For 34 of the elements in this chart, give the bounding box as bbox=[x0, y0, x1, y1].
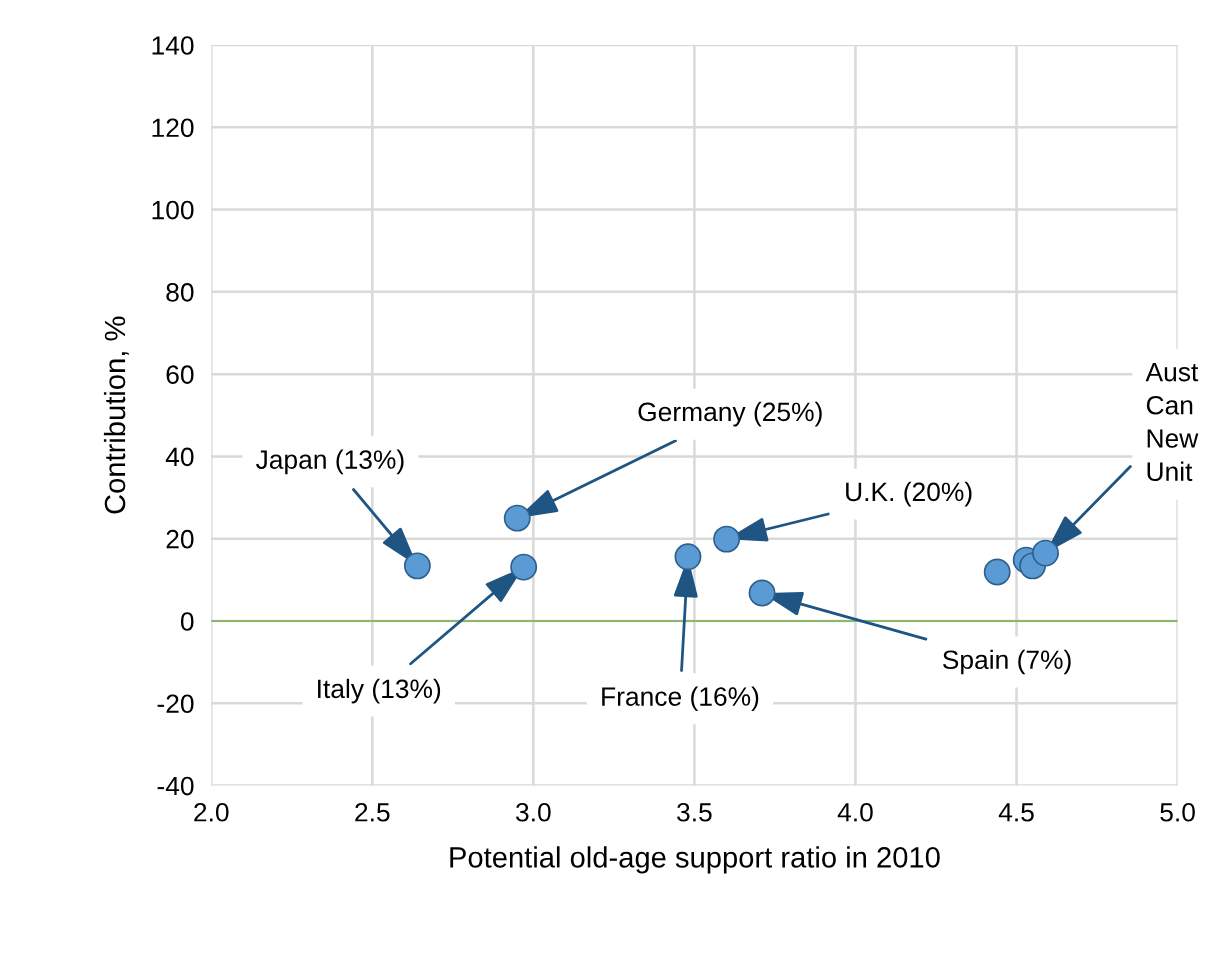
point bbox=[510, 553, 538, 581]
y-tick-label: 20 bbox=[166, 529, 194, 549]
y-tick-label: 80 bbox=[166, 283, 194, 302]
y-tick-label: 120 bbox=[152, 118, 194, 138]
x-tick-label: 2.5 bbox=[355, 802, 390, 822]
y-tick-label: 100 bbox=[152, 200, 194, 220]
x-axis-title: Potential old-age support ratio in 2010 bbox=[450, 846, 940, 874]
y-tick-label: -40 bbox=[157, 776, 194, 796]
x-tick-label: 2.0 bbox=[194, 802, 229, 822]
annotation: U.K. (20%) bbox=[846, 481, 972, 507]
x-tick-label: 5.0 bbox=[1160, 802, 1195, 822]
x-tick-label: 4.5 bbox=[998, 803, 1034, 822]
point bbox=[503, 504, 531, 532]
point bbox=[713, 525, 741, 553]
y-tick-label: 40 bbox=[165, 447, 194, 467]
annotation: Japan (13%) bbox=[256, 449, 404, 475]
annotation: France (16%) bbox=[602, 686, 759, 712]
y-tick-label: -20 bbox=[157, 694, 194, 714]
point bbox=[1032, 539, 1059, 567]
x-tick-label: 3.0 bbox=[516, 802, 551, 822]
x-tick-label: 3.5 bbox=[677, 802, 712, 822]
point bbox=[983, 558, 1011, 586]
annotation: Germany (25%) bbox=[638, 401, 822, 427]
y-tick-label: 60 bbox=[166, 365, 194, 384]
x-tick-label: 4.0 bbox=[837, 802, 873, 822]
point bbox=[674, 543, 702, 571]
y-axis-title: Contribution, % bbox=[103, 316, 129, 514]
point bbox=[403, 552, 431, 580]
annotation: Aust Can New Unit bbox=[1145, 362, 1199, 482]
y-tick-label: 0 bbox=[180, 612, 194, 631]
annotation: Spain (7%) bbox=[942, 649, 1071, 675]
point bbox=[748, 579, 776, 607]
y-tick-label: 140 bbox=[152, 36, 194, 55]
annotation: Italy (13%) bbox=[318, 678, 441, 704]
